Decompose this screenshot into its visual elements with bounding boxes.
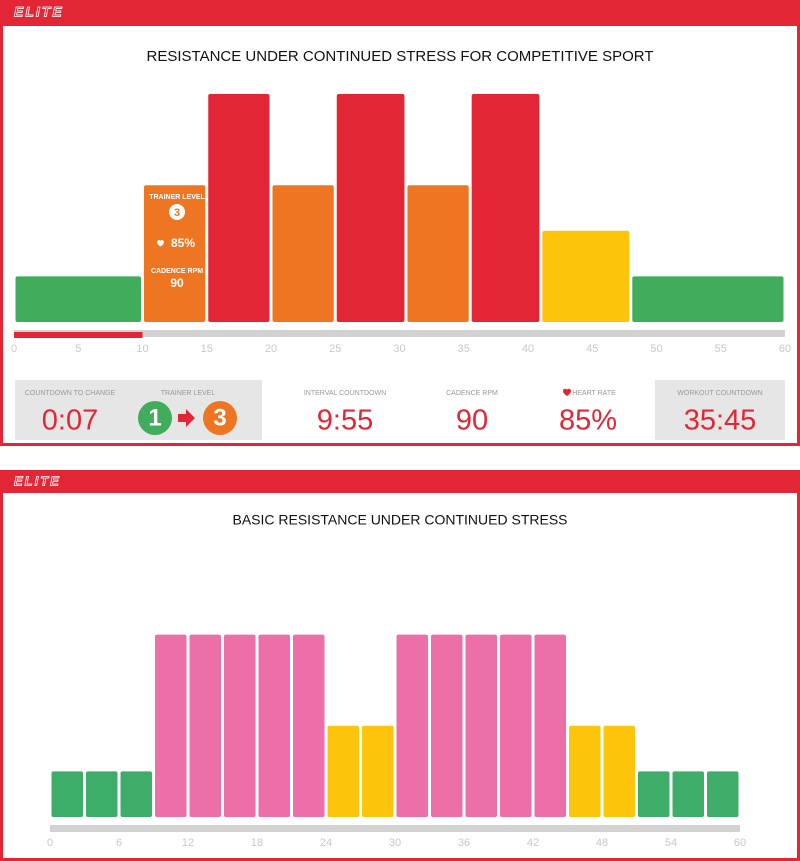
header-bar <box>0 470 800 493</box>
interval-bar <box>224 634 256 817</box>
x-tick-label: 42 <box>527 837 539 849</box>
x-tick-label: 10 <box>136 343 148 355</box>
overlay-badge <box>169 204 185 220</box>
interval-bar <box>672 771 704 817</box>
x-tick-label: 6 <box>116 837 122 849</box>
stat-label: CADENCE RPM <box>446 390 498 397</box>
interval-bar <box>258 634 290 817</box>
x-tick-label: 5 <box>75 343 81 355</box>
brand-logo: ELITE <box>14 473 61 488</box>
interval-bar <box>632 276 784 322</box>
x-tick-label: 18 <box>251 837 263 849</box>
interval-bar <box>272 185 334 322</box>
x-tick-label: 60 <box>779 343 791 355</box>
overlay-cadence: 90 <box>170 276 184 290</box>
progress-track <box>50 825 740 832</box>
interval-bar <box>144 185 206 322</box>
x-tick-label: 35 <box>458 343 470 355</box>
stat-value: 35:45 <box>684 405 757 437</box>
interval-bar <box>362 725 394 817</box>
stat-value: 9:55 <box>317 405 373 437</box>
overlay-heart: 85% <box>171 236 195 250</box>
x-tick-label: 50 <box>650 343 662 355</box>
x-tick-label: 45 <box>586 343 598 355</box>
level-to: 3 <box>213 404 226 431</box>
x-tick-label: 30 <box>389 837 401 849</box>
stats-right <box>655 380 785 440</box>
chart-title: RESISTANCE UNDER CONTINUED STRESS FOR CO… <box>147 48 654 65</box>
interval-bar <box>86 771 118 817</box>
x-tick-label: 36 <box>458 837 470 849</box>
interval-bar <box>569 725 601 817</box>
x-tick-label: 48 <box>596 837 608 849</box>
stat-label: COUNTDOWN TO CHANGE <box>25 390 116 397</box>
interval-bar <box>208 94 270 322</box>
heart-icon <box>562 388 572 396</box>
interval-bar <box>51 771 83 817</box>
interval-bar <box>189 634 221 817</box>
x-tick-label: 0 <box>47 837 53 849</box>
interval-bar <box>638 771 670 817</box>
interval-bar <box>471 94 540 322</box>
interval-bar <box>500 634 532 817</box>
interval-bar <box>15 276 141 322</box>
x-tick-label: 30 <box>393 343 405 355</box>
level-to-badge <box>203 401 237 435</box>
heart-icon <box>157 240 164 247</box>
interval-bar <box>396 634 428 817</box>
interval-bar <box>431 634 463 817</box>
level-from: 1 <box>148 404 161 431</box>
x-tick-label: 55 <box>715 343 727 355</box>
x-tick-label: 20 <box>265 343 277 355</box>
interval-bar <box>534 634 566 817</box>
brand-logo: ELITE <box>14 4 64 20</box>
stat-label: INTERVAL COUNTDOWN <box>304 390 386 397</box>
interval-bar <box>327 725 359 817</box>
x-tick-label: 40 <box>522 343 534 355</box>
stat-label: HEART RATE <box>572 390 616 397</box>
interval-bar <box>293 634 325 817</box>
stat-label: WORKOUT COUNTDOWN <box>677 390 762 397</box>
stat-value: 85% <box>559 405 617 437</box>
level-from-badge <box>138 401 172 435</box>
interval-bar <box>336 94 405 322</box>
stats-middle <box>262 380 655 440</box>
header-bar <box>0 0 800 26</box>
interval-bar <box>407 185 469 322</box>
x-tick-label: 25 <box>329 343 341 355</box>
x-tick-label: 24 <box>320 837 332 849</box>
stat-value: 90 <box>456 405 488 437</box>
interval-bar <box>707 771 739 817</box>
interval-bar <box>542 230 630 322</box>
x-tick-label: 60 <box>734 837 746 849</box>
x-tick-label: 0 <box>11 343 17 355</box>
overlay-label: CADENCE RPM <box>151 268 203 275</box>
interval-bar <box>465 634 497 817</box>
stat-label: TRAINER LEVEL <box>161 390 216 397</box>
interval-bar <box>155 634 187 817</box>
interval-bar <box>603 725 635 817</box>
overlay-level: 3 <box>174 207 180 219</box>
arrow <box>178 409 195 427</box>
progress-track <box>14 330 785 337</box>
stat-value: 0:07 <box>42 405 98 437</box>
overlay-label: TRAINER LEVEL <box>149 194 205 201</box>
x-tick-label: 54 <box>665 837 677 849</box>
x-tick-label: 12 <box>182 837 194 849</box>
progress-bar <box>14 332 143 338</box>
chart-title: BASIC RESISTANCE UNDER CONTINUED STRESS <box>232 512 567 528</box>
interval-bar <box>120 771 152 817</box>
x-tick-label: 15 <box>201 343 213 355</box>
